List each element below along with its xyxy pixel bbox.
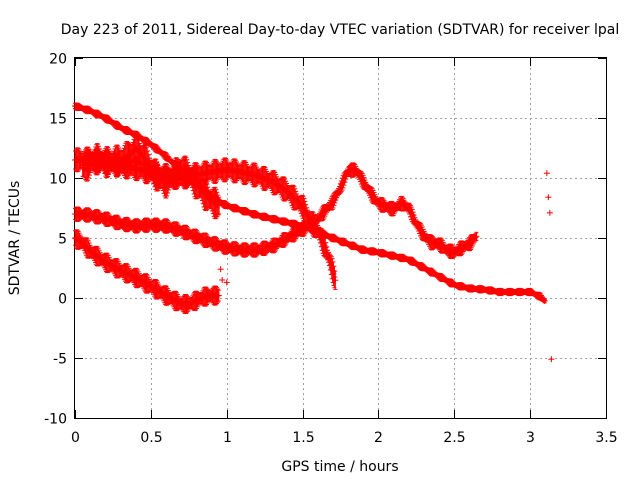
x-tick-label: 0	[71, 430, 80, 446]
x-tick-label: 1.5	[292, 430, 314, 446]
x-tick-label: 2.5	[443, 430, 465, 446]
x-tick-label: 0.5	[140, 430, 162, 446]
x-tick-label: 2	[374, 430, 383, 446]
axis-ticks: 0 0.5 1 1.5 2 2.5 3 3.5 -10 -5 0 5 10 15 20	[44, 52, 618, 447]
y-tick-label: 0	[58, 292, 67, 308]
x-tick-label: 1	[223, 430, 232, 446]
y-tick-label: -5	[53, 352, 67, 368]
y-tick-label: 10	[49, 172, 67, 188]
x-tick-label: 3	[526, 430, 535, 446]
y-tick-label: 5	[58, 232, 67, 248]
series-arc-3	[72, 162, 480, 260]
y-tick-label: -10	[44, 412, 67, 428]
x-tick-label: 3.5	[595, 430, 617, 446]
data-marks	[72, 102, 555, 363]
y-tick-label: 20	[49, 52, 67, 68]
y-tick-label: 15	[49, 112, 67, 128]
